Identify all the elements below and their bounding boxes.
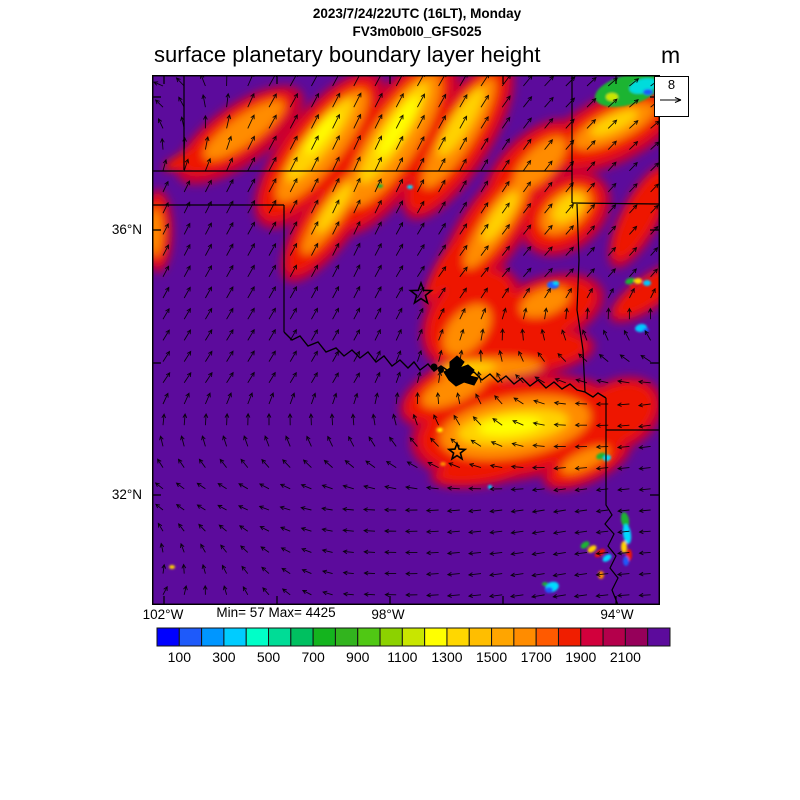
colorbar-tick-label: 500 — [256, 649, 281, 665]
map-frame-and-ticks — [152, 75, 660, 605]
lon-label-102w: 102°W — [142, 607, 184, 622]
colorbar-tick-label: 1500 — [475, 649, 508, 665]
colorbar-cell — [535, 627, 559, 647]
wind-vectors — [153, 75, 660, 599]
lon-label-98w: 98°W — [371, 607, 405, 622]
colorbar-cell — [268, 627, 292, 647]
minmax-label: Min= 57 Max= 4425 — [216, 605, 336, 620]
colorbar-cell — [557, 627, 582, 647]
plot-title: surface planetary boundary layer height — [154, 42, 541, 67]
wind-reference-value: 8 — [667, 77, 676, 92]
lat-label-36n: 36°N — [111, 222, 142, 237]
colorbar-cell — [424, 627, 448, 647]
colorbar-cell — [491, 627, 515, 647]
colorbar-cell — [624, 627, 649, 647]
colorbar-cell — [201, 627, 225, 647]
wind-reference-arrow-icon — [660, 97, 682, 103]
colorbar-cell — [602, 627, 626, 647]
colorbar-tick-label: 1100 — [387, 649, 418, 665]
colorbar-tick-label: 1300 — [431, 649, 463, 665]
colorbar-cell — [468, 627, 493, 647]
colorbar-tick-label: 2100 — [609, 649, 641, 665]
colorbar — [156, 627, 671, 647]
wind-reference-box: 8 — [654, 76, 689, 117]
datetime-title: 2023/7/24/22UTC (16LT), Monday — [312, 6, 522, 21]
colorbar-cell — [401, 627, 426, 647]
colorbar-cell — [379, 627, 403, 647]
colorbar-cell — [290, 627, 314, 647]
colorbar-cell — [245, 627, 270, 647]
colorbar-cell — [178, 627, 203, 647]
map-area — [152, 75, 660, 605]
colorbar-cell — [580, 627, 604, 647]
colorbar-cell — [334, 627, 359, 647]
colorbar-tick-label: 1900 — [565, 649, 597, 665]
units-label: m — [661, 42, 681, 68]
colorbar-tick-label: 700 — [301, 649, 325, 665]
colorbar-cell — [446, 627, 470, 647]
low-value-specks — [169, 75, 660, 593]
lat-label-32n: 32°N — [111, 487, 142, 502]
state-borders-and-rivers — [152, 75, 660, 605]
station-star-markers — [408, 280, 468, 461]
colorbar-cell — [156, 627, 180, 647]
colorbar-cell — [647, 627, 671, 647]
colorbar-cell — [513, 627, 537, 647]
lon-label-94w: 94°W — [600, 607, 634, 622]
model-title: FV3m0b0I0_GFS025 — [352, 24, 482, 39]
colorbar-tick-label: 1700 — [520, 649, 552, 665]
pbl-height-field — [152, 75, 660, 491]
colorbar-tick-label: 900 — [346, 649, 370, 665]
colorbar-tick-label: 300 — [212, 649, 236, 665]
colorbar-cell — [312, 627, 336, 647]
map-canvas — [152, 75, 660, 605]
colorbar-cell — [357, 627, 381, 647]
colorbar-tick-label: 100 — [167, 649, 191, 665]
colorbar-cell — [223, 627, 247, 647]
